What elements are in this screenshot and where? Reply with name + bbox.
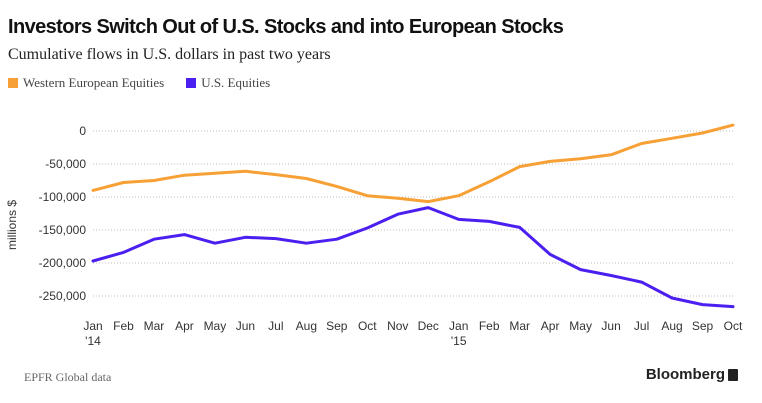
x-tick-label: Jan [83, 319, 102, 333]
x-tick-label: Mar [144, 319, 165, 333]
legend-swatch-us [186, 78, 197, 88]
chart-subtitle: Cumulative flows in U.S. dollars in past… [8, 46, 331, 63]
x-tick-label: Mar [509, 319, 530, 333]
y-axis-label: millions $ [5, 200, 19, 250]
x-tick-label: Sep [692, 319, 714, 333]
x-tick-year-label: '14 [85, 334, 101, 348]
brand-name: Bloomberg [645, 366, 725, 383]
x-tick-label: Apr [175, 319, 194, 333]
y-tick-label: 0 [79, 124, 86, 138]
x-tick-label: May [569, 319, 592, 333]
y-tick-label: -150,000 [39, 223, 87, 237]
brand-logo: Bloomberg [646, 366, 738, 383]
legend-swatch-western-europe [8, 78, 18, 88]
x-tick-label: Aug [296, 319, 317, 333]
x-tick-label: Jun [236, 319, 255, 333]
y-tick-label: -50,000 [45, 157, 86, 171]
x-tick-label: May [204, 319, 227, 333]
legend-item-us: U.S. Equities [186, 75, 270, 91]
x-tick-label: Sep [326, 319, 348, 333]
x-tick-label: Jul [268, 319, 283, 333]
legend-item-western-europe: Western European Equities [8, 75, 164, 91]
y-tick-label: -250,000 [39, 289, 87, 303]
legend-label-western-europe: Western European Equities [23, 75, 165, 90]
y-tick-label: -100,000 [39, 190, 87, 204]
x-tick-label: Aug [661, 319, 682, 333]
x-tick-label: Jul [634, 319, 649, 333]
legend-label-us: U.S. Equities [201, 75, 271, 90]
series-line-us [91, 206, 735, 309]
x-tick-label: Dec [418, 319, 439, 333]
x-tick-label: Feb [113, 319, 134, 333]
x-tick-year-label: '15 [451, 334, 467, 348]
bloomberg-icon [728, 368, 738, 381]
legend: Western European Equities U.S. Equities [8, 75, 292, 91]
series-line-western-europe [91, 123, 735, 204]
x-tick-label: Oct [358, 319, 377, 333]
source-note: EPFR Global data [24, 370, 112, 384]
x-tick-label: Nov [387, 319, 408, 333]
x-tick-label: Feb [479, 319, 500, 333]
x-tick-label: Oct [724, 319, 743, 333]
y-tick-label: -200,000 [39, 256, 87, 270]
x-tick-label: Jan [449, 319, 468, 333]
x-tick-label: Jun [601, 319, 620, 333]
x-tick-label: Apr [541, 319, 560, 333]
chart-title: Investors Switch Out of U.S. Stocks and … [8, 16, 564, 38]
